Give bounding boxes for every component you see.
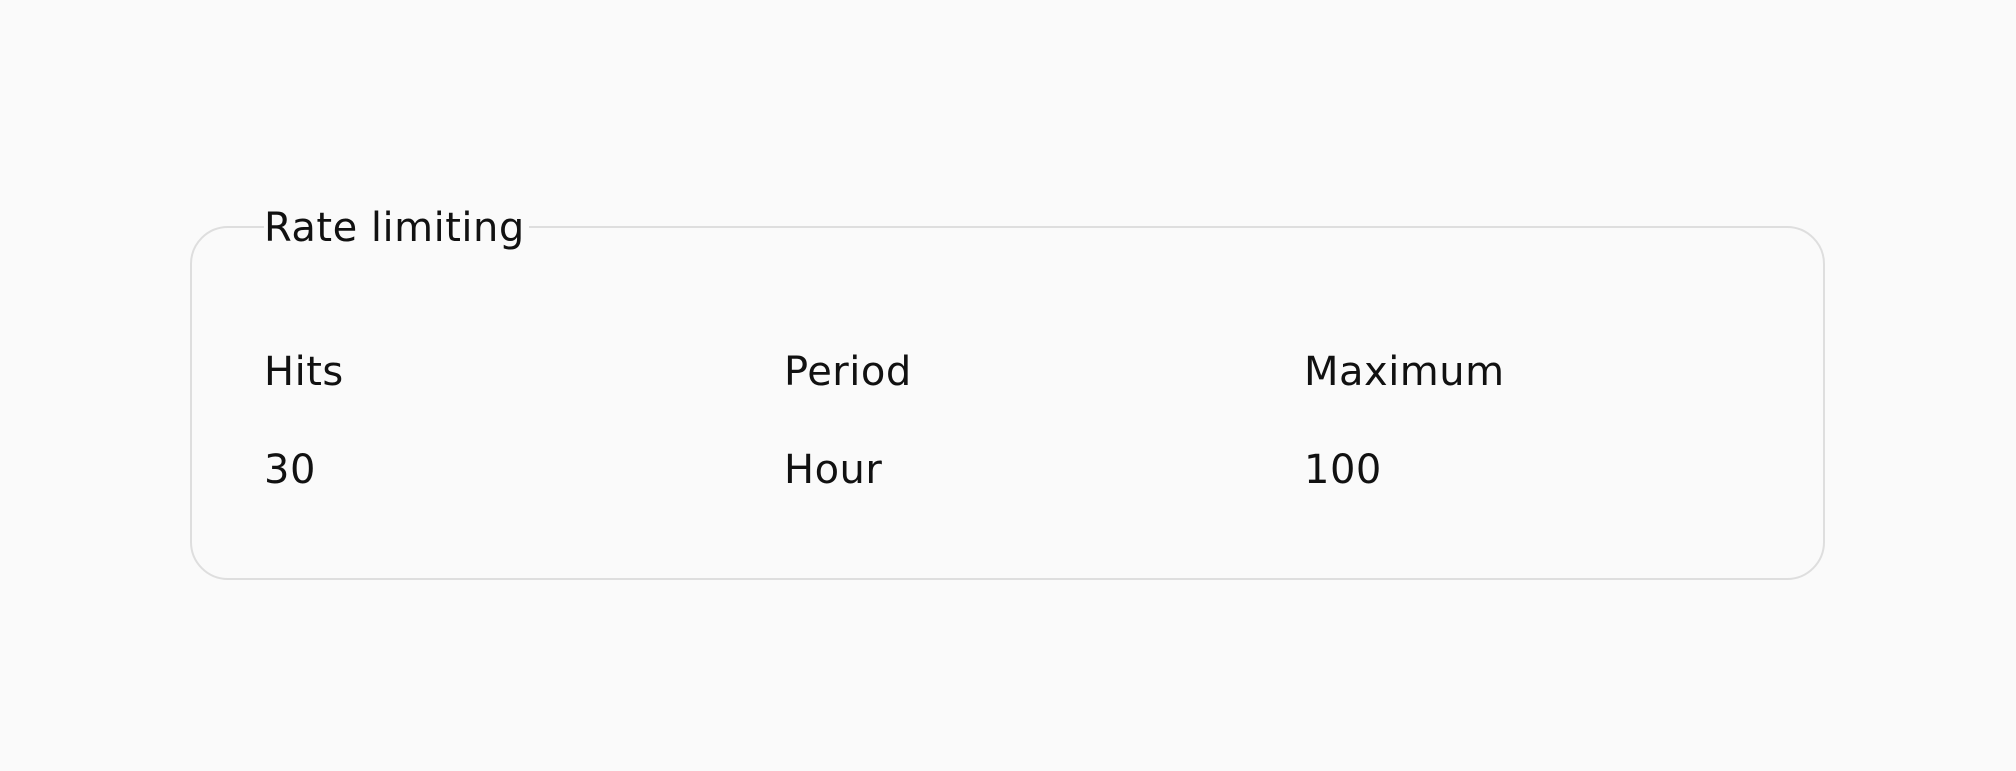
rate-limiting-panel: [190, 226, 1825, 580]
maximum-label: Maximum: [1304, 349, 1505, 395]
maximum-value: 100: [1304, 447, 1382, 493]
hits-value: 30: [264, 447, 316, 493]
period-value: Hour: [784, 447, 883, 493]
panel-title: Rate limiting: [264, 204, 529, 252]
hits-label: Hits: [264, 349, 344, 395]
period-label: Period: [784, 349, 912, 395]
